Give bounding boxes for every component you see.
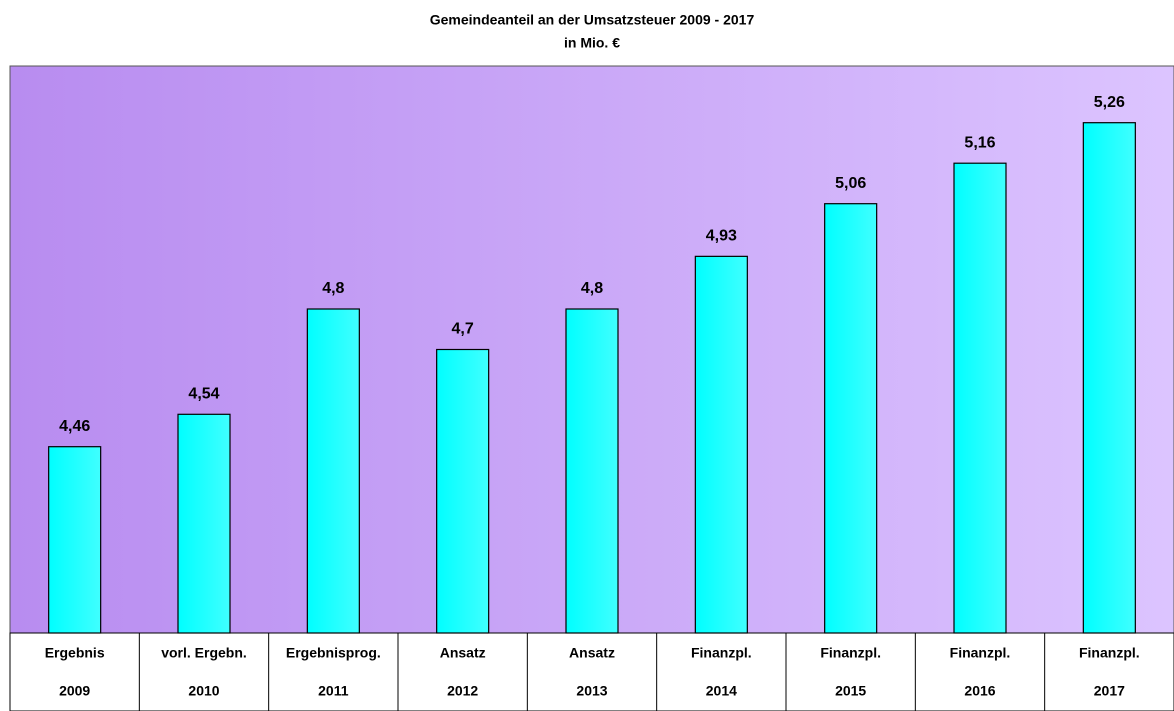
x-tick-label: 2015	[835, 683, 866, 699]
data-label: 5,06	[835, 175, 866, 192]
x-tick-label: Ergebnisprog.	[286, 645, 381, 661]
bar	[48, 446, 102, 634]
x-tick-label: 2017	[1094, 683, 1125, 699]
x-tick-label: Finanzpl.	[691, 645, 752, 661]
bar	[953, 162, 1007, 634]
x-tick-label: Finanzpl.	[820, 645, 881, 661]
data-label: 5,16	[964, 134, 995, 151]
x-tick-label: 2010	[188, 683, 219, 699]
x-tick-label: Ansatz	[569, 645, 615, 661]
chart-subtitle: in Mio. €	[564, 35, 620, 51]
x-tick-label: 2013	[576, 683, 607, 699]
x-tick-label: Finanzpl.	[1079, 645, 1140, 661]
bar	[177, 413, 231, 634]
x-tick-label: 2011	[318, 683, 349, 699]
data-label: 4,46	[59, 418, 90, 435]
x-tick-label: Finanzpl.	[950, 645, 1011, 661]
data-label: 4,93	[706, 228, 737, 245]
x-tick-label: 2012	[447, 683, 478, 699]
bar	[824, 203, 878, 634]
bar	[565, 308, 619, 634]
x-tick-label: 2014	[706, 683, 737, 699]
x-tick-label: Ergebnis	[45, 645, 105, 661]
x-tick-label: vorl. Ergebn.	[161, 645, 247, 661]
bar	[1082, 122, 1136, 634]
chart-title: Gemeindeanteil an der Umsatzsteuer 2009 …	[430, 12, 755, 28]
bar	[694, 255, 748, 634]
data-label: 4,7	[452, 321, 474, 338]
bar	[306, 308, 360, 634]
x-tick-label: 2016	[964, 683, 995, 699]
bar	[436, 348, 490, 634]
x-tick-label: Ansatz	[440, 645, 486, 661]
category-table	[9, 632, 1174, 711]
data-label: 4,54	[188, 386, 219, 403]
x-tick-label: 2009	[59, 683, 90, 699]
data-label: 4,8	[322, 280, 344, 297]
data-label: 5,26	[1094, 94, 1125, 111]
data-label: 4,8	[581, 280, 603, 297]
